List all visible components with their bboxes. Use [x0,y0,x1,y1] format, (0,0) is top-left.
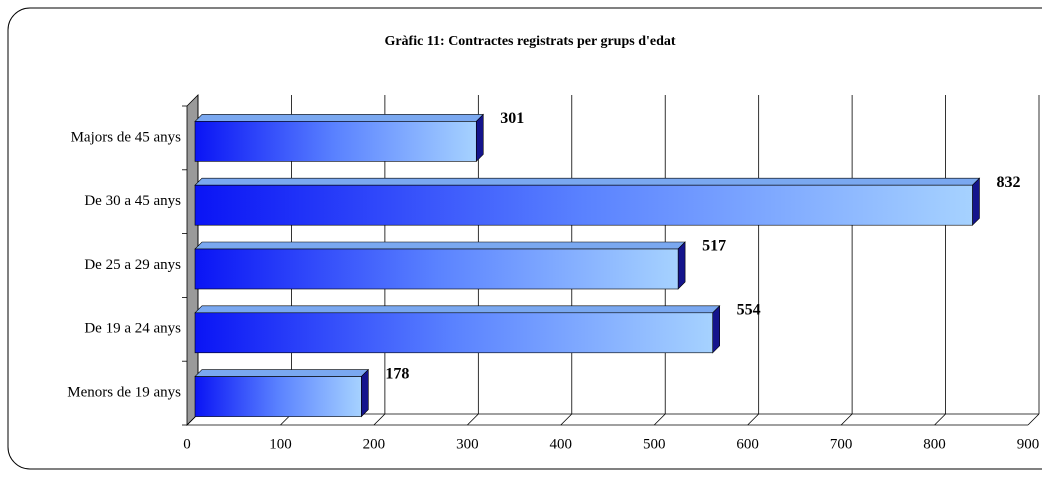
bar-side [475,113,484,163]
bar [194,376,362,417]
y-tick-label: De 19 a 24 anys [84,321,181,337]
x-tick-label: 200 [363,436,386,452]
floor-line [373,413,386,426]
bar [194,184,973,226]
x-tick-label: 0 [183,436,191,452]
bar [194,312,713,354]
value-label: 832 [996,174,1020,191]
bar-side [677,241,686,290]
x-tick-label: 400 [550,436,573,452]
bar [194,121,477,162]
bar-side [712,305,720,354]
value-label: 517 [702,238,726,255]
bar-side [972,177,980,226]
x-tick-label: 300 [456,436,479,452]
bar-top [194,241,686,250]
floor-line [653,413,666,426]
bar [194,248,679,290]
bar-top [194,369,370,377]
floor-line [467,413,479,426]
bar-top [194,177,981,186]
value-label: 554 [737,301,761,318]
value-label: 178 [385,365,409,382]
x-tick-label: 900 [1017,436,1040,452]
floor-line [560,413,573,426]
x-tick-label: 700 [830,436,853,452]
chart-title: Gràfic 11: Contractes registrats per gru… [384,34,675,49]
floor-line [1027,413,1040,426]
value-label: 301 [500,110,524,127]
y-tick-label: Menors de 19 anys [67,385,181,401]
y-tick-label: De 30 a 45 anys [84,193,181,209]
bar-side [361,368,369,418]
x-tick-label: 500 [643,436,666,452]
y-tick-label: Majors de 45 anys [71,129,182,145]
floor-line [747,413,759,426]
x-tick-label: 600 [736,436,759,452]
x-tick-label: 100 [269,436,292,452]
x-tick-label: 800 [923,436,946,452]
bar-top [194,305,721,314]
floor-line [934,413,946,426]
bar-top [194,114,484,122]
frame [7,7,1042,470]
floor-line [840,413,853,426]
y-tick-label: De 25 a 29 anys [84,257,181,273]
